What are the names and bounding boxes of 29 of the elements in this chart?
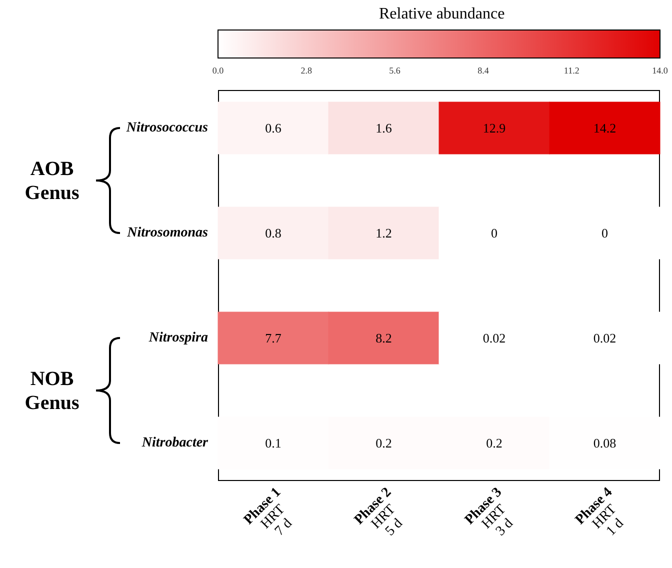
data-label: 0 [602,226,608,240]
color-bar-label: 0.0 [212,66,224,76]
data-label: 0 [491,226,498,240]
data-label: 0.1 [265,436,282,450]
data-label: 14.2 [593,120,616,136]
color-bar-label: 8.4 [478,66,490,76]
color-bar-label: 11.2 [564,66,580,76]
data-label: 0.02 [593,330,616,346]
data-label: 1.6 [376,120,392,136]
data-label: 8.2 [376,330,392,346]
data-label: 1.2 [376,226,392,240]
data-label: 0.08 [593,436,616,450]
text: NOB Genus [24,366,80,414]
data-label: 0.6 [265,120,282,136]
y-tick-label: Nitrospira [148,330,208,346]
color-bar-title: Relative abundance [379,6,505,22]
y-tick-label: Nitrobacter [140,436,209,450]
color-bar-label: 2.8 [300,66,313,76]
data-label: 0.8 [265,226,282,240]
text: AOB Genus [24,156,80,204]
y-tick-label: Nitrosococcus [125,120,209,136]
color-bar-label: 5.6 [389,66,401,76]
y-tick-label: Nitrosomonas [126,226,209,240]
data-label: 0.2 [376,436,392,450]
data-label: 0.2 [486,436,502,450]
data-label: 7.7 [265,330,282,346]
color-bar-label: 14.0 [652,66,668,76]
data-label: 0.02 [482,330,506,346]
data-label: 12.9 [482,120,506,136]
